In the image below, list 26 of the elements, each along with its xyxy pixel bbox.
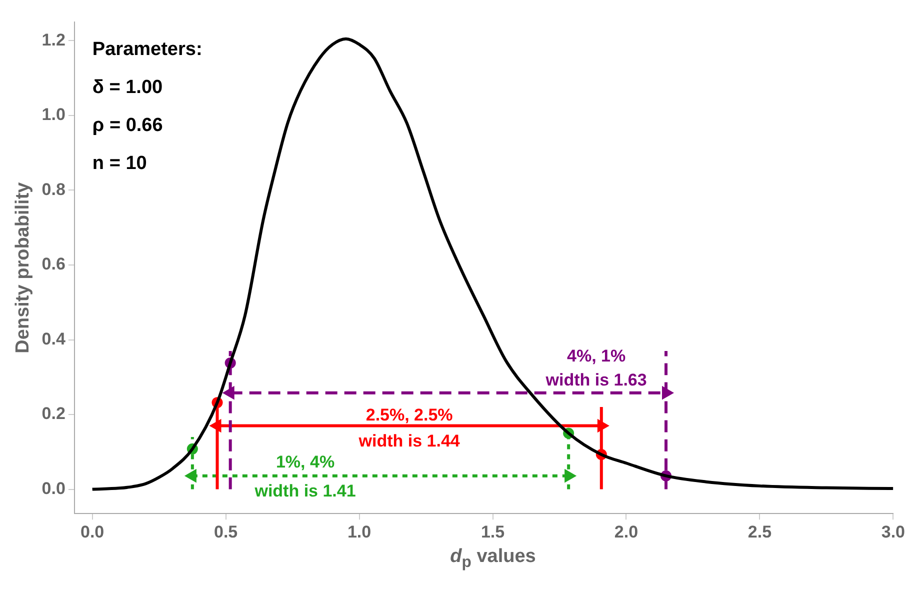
x-tick-label: 2.5 [748,522,772,542]
y-tick-label: 0.2 [42,404,66,424]
annotation: width is 1.41 [254,482,356,501]
x-tick-label: 0.0 [80,522,104,542]
x-tick-label: 3.0 [881,522,906,542]
y-tick-label: 0.8 [42,180,66,199]
annotation: 1%, 4% [276,452,335,472]
y-tick-label: 1.0 [42,105,66,124]
y-tick-label: 0.0 [42,478,66,498]
annotation: 4%, 1% [567,346,626,366]
x-tick-label: 0.5 [214,522,238,542]
annotation: ρ = 0.66 [92,115,163,136]
y-tick-label: 0.6 [42,254,66,274]
annotation: n = 10 [92,153,147,174]
annotation: Parameters: [92,39,202,60]
annotation: 2.5%, 2.5% [366,405,453,424]
x-tick-label: 1.0 [347,522,372,542]
annotation: δ = 1.00 [92,77,163,98]
x-tick-label: 2.0 [614,522,638,542]
annotation: width is 1.44 [358,431,460,450]
y-tick-label: 0.4 [42,329,66,348]
annotation: width is 1.63 [544,370,647,390]
x-axis-title: d$_{p}$ values [449,546,537,572]
x-tick-label: 1.5 [480,522,505,542]
y-axis-title: Density probability [12,182,34,354]
y-tick-label: 1.2 [42,30,66,50]
